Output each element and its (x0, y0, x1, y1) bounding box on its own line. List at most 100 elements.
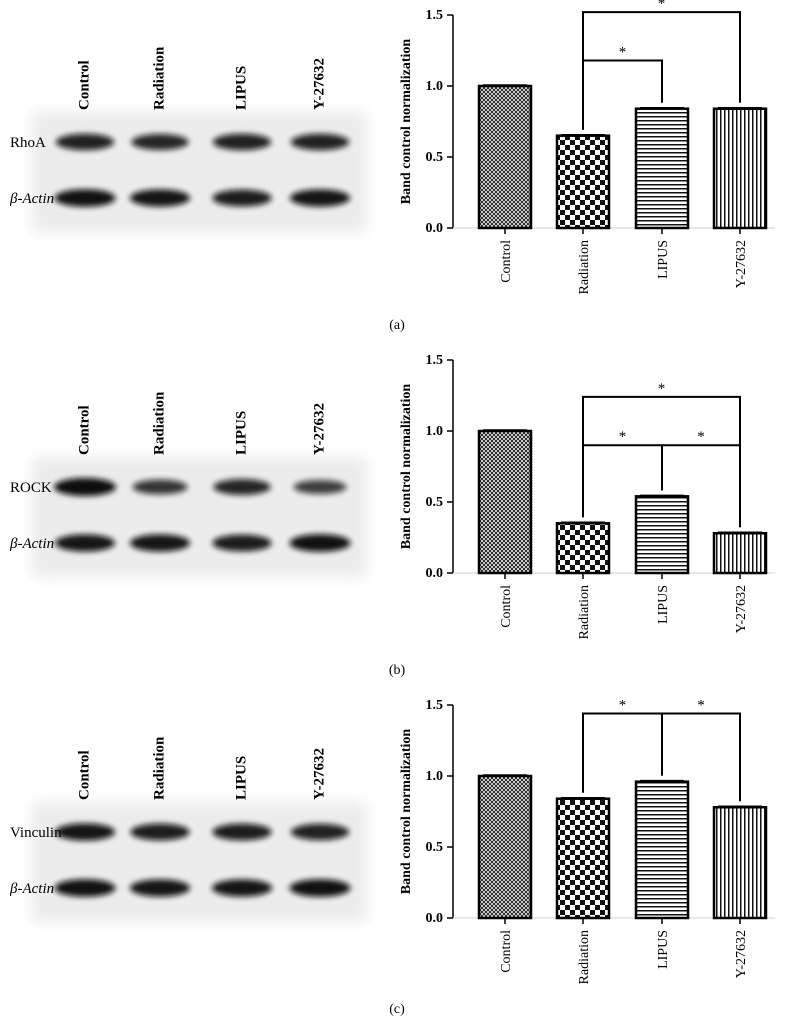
blot-lane-label: LIPUS (233, 411, 249, 455)
bar (555, 522, 611, 575)
blot-lane-label: Control (76, 60, 92, 110)
blot-lane-label: Y-27632 (311, 748, 327, 800)
y-tick-label: 1.5 (426, 8, 444, 23)
protein-band (54, 478, 116, 496)
figure-panel-a: Control Radiation LIPUS Y-27632 RhoA β-Actin … (0, 0, 795, 345)
figure-panel-b: Control Radiation LIPUS Y-27632 ROCK β-Actin … (0, 345, 795, 690)
significance-star: * (697, 698, 705, 714)
blot-lane-label: Radiation (151, 391, 167, 455)
y-axis-label: Band control normalization (399, 384, 414, 550)
blot-lane-label: Control (76, 750, 92, 800)
actin-band (289, 879, 351, 897)
bar (712, 805, 768, 920)
blot-lane-label: LIPUS (233, 756, 249, 800)
actin-band (129, 189, 191, 207)
y-axis-label: Band control normalization (399, 729, 414, 895)
western-blot-c: Control Radiation LIPUS Y-27632 Vinculin β-Ac… (10, 736, 367, 922)
y-tick-label: 1.0 (426, 424, 444, 439)
y-tick-label: 0.5 (426, 150, 444, 165)
panel-label-b: (b) (388, 663, 406, 678)
y-tick-label: 1.0 (426, 769, 444, 784)
bar (477, 84, 533, 230)
x-tick-label: Control (499, 585, 514, 628)
significance-star: * (619, 44, 627, 60)
significance-star: * (619, 698, 627, 714)
blot-membrane (32, 802, 367, 922)
bar (634, 495, 690, 575)
actin-band (289, 189, 351, 207)
actin-band (129, 534, 191, 552)
y-tick-label: 1.5 (426, 698, 444, 713)
x-tick-label: LIPUS (656, 930, 671, 969)
blot-protein-label: ROCK (10, 480, 52, 496)
y-tick-label: 1.0 (426, 79, 444, 94)
x-tick-label: Y-27632 (734, 930, 749, 978)
protein-band (290, 823, 350, 841)
significance-bracket (661, 712, 741, 802)
significance-star: * (658, 381, 666, 397)
x-tick-label: LIPUS (656, 585, 671, 624)
y-tick-label: 0.0 (426, 566, 444, 581)
x-tick-label: Y-27632 (734, 240, 749, 288)
x-tick-label: LIPUS (656, 240, 671, 279)
protein-band (54, 823, 116, 841)
actin-band (129, 879, 191, 897)
blot-loading-label: β-Actin (10, 191, 54, 207)
actin-band (54, 534, 116, 552)
blot-lane-label: Y-27632 (311, 403, 327, 455)
bar (555, 134, 611, 230)
y-tick-label: 0.0 (426, 911, 444, 926)
protein-band (212, 823, 272, 841)
y-tick-label: 0.5 (426, 840, 444, 855)
blot-loading-label: β-Actin (10, 881, 54, 897)
x-tick-label: Radiation (577, 240, 592, 294)
panel-label-a: (a) (389, 318, 405, 333)
protein-band (293, 480, 347, 494)
x-tick-label: Control (499, 240, 514, 283)
x-tick-label: Radiation (577, 585, 592, 639)
y-tick-label: 0.0 (426, 221, 444, 236)
bar (477, 774, 533, 920)
significance-star: * (619, 429, 627, 445)
significance-bracket (582, 395, 741, 528)
actin-band (211, 879, 273, 897)
y-tick-label: 1.5 (426, 353, 444, 368)
actin-band (54, 189, 116, 207)
protein-band (290, 133, 350, 151)
blot-lane-label: Y-27632 (311, 58, 327, 110)
actin-band (289, 534, 351, 552)
significance-star: * (658, 0, 666, 12)
protein-band (130, 823, 190, 841)
blot-membrane (32, 112, 367, 232)
blot-loading-label: β-Actin (10, 536, 54, 552)
y-axis-label: Band control normalization (399, 39, 414, 205)
significance-star: * (697, 429, 705, 445)
panel-label-c: (c) (389, 1002, 405, 1017)
protein-band (213, 479, 271, 495)
actin-band (212, 534, 272, 552)
bar-chart-c: 0.0 0.5 1.0 1.5 Band control normalization Co… (399, 698, 775, 984)
bar-chart-b: 0.0 0.5 1.0 1.5 Band control normalization Co… (399, 353, 775, 639)
actin-band (212, 189, 272, 207)
y-tick-label: 0.5 (426, 495, 444, 510)
actin-band (54, 879, 116, 897)
protein-band (55, 133, 115, 151)
bar (634, 107, 690, 230)
blot-membrane (32, 457, 367, 577)
protein-band (132, 479, 188, 495)
x-tick-label: Y-27632 (734, 585, 749, 633)
blot-lane-label: Radiation (151, 46, 167, 110)
x-tick-label: Radiation (577, 930, 592, 984)
western-blot-b: Control Radiation LIPUS Y-27632 ROCK β-Actin (10, 391, 367, 577)
blot-protein-label: RhoA (10, 135, 46, 151)
bar (712, 107, 768, 230)
x-tick-label: Control (499, 930, 514, 973)
protein-band (212, 133, 272, 151)
significance-bracket (582, 11, 741, 130)
bar (712, 531, 768, 575)
bar (477, 429, 533, 575)
figure-panel-c: Control Radiation LIPUS Y-27632 Vinculin β-Ac… (0, 690, 795, 1027)
blot-protein-label: Vinculin (10, 825, 62, 841)
bar (634, 780, 690, 920)
bar (555, 797, 611, 920)
